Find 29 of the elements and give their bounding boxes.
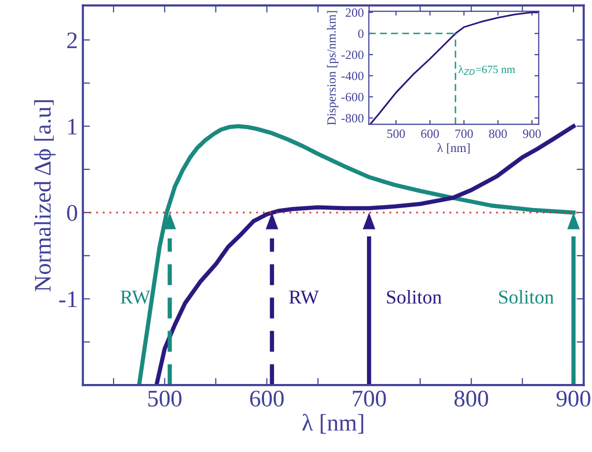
x-tick-label: 600 bbox=[421, 130, 439, 138]
x-tick-label: 700 bbox=[352, 390, 386, 407]
ref-line-label: Soliton bbox=[499, 290, 554, 304]
ref-line-label: RW bbox=[120, 290, 150, 304]
x-tick-label: 500 bbox=[387, 130, 405, 138]
y-tick-label: 0 bbox=[67, 205, 78, 221]
x-tick-label: 600 bbox=[250, 390, 284, 407]
y-tick-label: 2 bbox=[67, 32, 77, 48]
x-axis-title: λ [nm] bbox=[437, 143, 470, 154]
y-tick-label: -200 bbox=[342, 50, 364, 60]
x-tick-label: 700 bbox=[455, 130, 473, 138]
x-tick-label: 900 bbox=[522, 130, 541, 138]
x-axis-title: λ [nm] bbox=[302, 414, 364, 434]
x-tick-label: 800 bbox=[454, 390, 488, 407]
x-tick-label: 800 bbox=[489, 130, 507, 138]
y-tick-label: -1 bbox=[59, 291, 77, 308]
ref-line-label: Soliton bbox=[387, 290, 442, 304]
ref-line-label: RW bbox=[289, 290, 319, 304]
y-tick-label: 0 bbox=[358, 30, 364, 38]
y-tick-label: -400 bbox=[342, 72, 364, 80]
y-tick-label: 200 bbox=[346, 8, 364, 17]
y-axis-title: Normalized Δϕ [a.u] bbox=[34, 100, 56, 292]
y-tick-label: 1 bbox=[68, 118, 77, 134]
y-tick-label: -600 bbox=[342, 92, 364, 102]
y-tick-label: -800 bbox=[342, 114, 364, 122]
x-tick-label: 900 bbox=[556, 390, 590, 407]
y-axis-title: Dispersion [ps/nm.km] bbox=[326, 11, 338, 126]
x-tick-label: 500 bbox=[148, 390, 182, 407]
ref-line-label: λ$_{ZD}$=675 nm bbox=[458, 65, 516, 75]
